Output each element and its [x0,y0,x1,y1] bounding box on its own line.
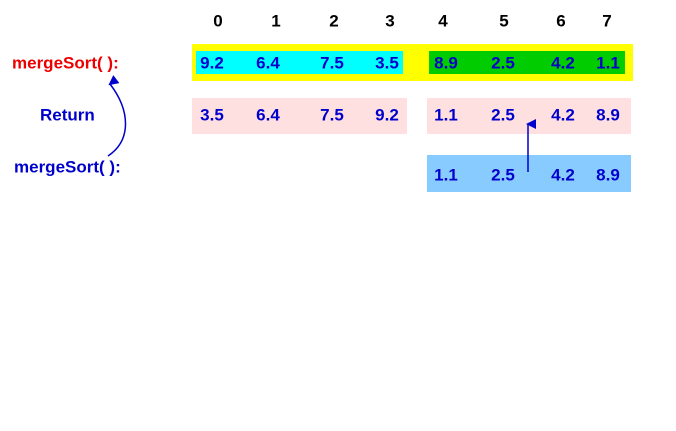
return-arrow [107,75,127,157]
sorted-left [192,98,407,134]
cell-value: 6.4 [256,105,280,124]
call-label: mergeSort( ): [14,157,121,176]
cell-value: 3.5 [375,53,399,72]
cell-value: 9.2 [200,53,224,72]
cell-value: 6.4 [256,53,280,72]
cell-value: 4.2 [551,53,575,72]
cell-value: 7.5 [320,53,344,72]
cell-value: 1.1 [434,105,458,124]
index-label: 0 [213,11,222,30]
cell-value: 4.2 [551,165,575,184]
cell-value: 9.2 [375,105,399,124]
index-label: 6 [556,11,565,30]
index-label: 3 [385,11,394,30]
cell-value: 2.5 [491,165,515,184]
cell-value: 4.2 [551,105,575,124]
sub-result [427,155,631,192]
cell-value: 3.5 [200,105,224,124]
cell-value: 1.1 [596,53,620,72]
cell-value: 1.1 [434,165,458,184]
cell-value: 7.5 [320,105,344,124]
values: 0 1 2 3 4 5 6 7 9.2 6.4 7.5 3.5 8.9 2.5 4.2 1.1 3.5 6.4 7.… [200,11,620,184]
index-label: 1 [271,11,280,30]
call-label: mergeSort( ): [12,53,119,72]
index-label: 2 [329,11,338,30]
cell-value: 8.9 [434,53,458,72]
right-half [429,51,625,74]
return-label: Return [40,105,95,124]
index-label: 5 [499,11,508,30]
index-label: 4 [438,11,448,30]
index-label: 7 [602,11,611,30]
cell-value: 8.9 [596,165,620,184]
cell-value: 2.5 [491,105,515,124]
left-half [196,51,403,74]
cell-value: 2.5 [491,53,515,72]
cell-value: 8.9 [596,105,620,124]
